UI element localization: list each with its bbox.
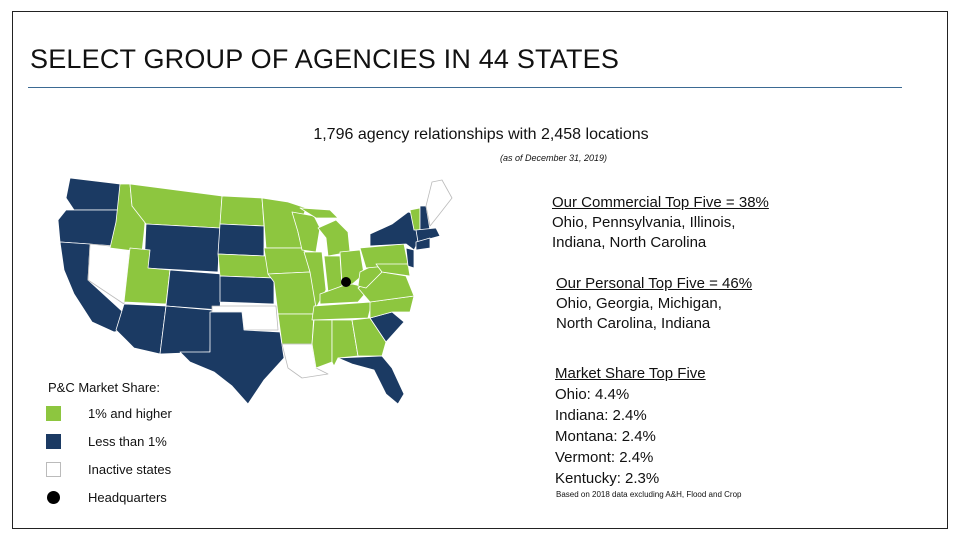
market-share-item: Kentucky: 2.3% — [555, 470, 660, 487]
state-nm — [159, 305, 213, 355]
market-share-heading: Market Share Top Five — [555, 365, 706, 382]
state-md — [375, 263, 411, 277]
headquarters-dot-icon — [47, 491, 60, 504]
market-share-item: Vermont: 2.4% — [555, 449, 654, 466]
personal-line-1: Ohio, Georgia, Michigan, — [556, 295, 722, 312]
legend-label: Less than 1% — [88, 434, 167, 449]
state-mi-upper — [299, 207, 339, 219]
state-co — [165, 269, 223, 311]
state-ma — [415, 227, 441, 243]
state-tx — [179, 311, 285, 405]
agency-headline: 1,796 agency relationships with 2,458 lo… — [313, 126, 649, 143]
commercial-line-2: Indiana, North Carolina — [552, 234, 707, 251]
commercial-top-five: Our Commercial Top Five = 38% Ohio, Penn… — [552, 193, 769, 253]
market-share-item: Montana: 2.4% — [555, 428, 656, 445]
state-sd — [217, 223, 265, 257]
state-fl — [337, 355, 405, 405]
market-share-item: Ohio: 4.4% — [555, 386, 630, 403]
state-tn — [311, 301, 373, 321]
state-ga — [351, 317, 387, 357]
as-of-date: (as of December 31, 2019) — [500, 153, 608, 163]
title-divider — [28, 87, 902, 88]
state-ms — [311, 319, 333, 369]
state-ny — [369, 211, 419, 251]
market-share-item: Indiana: 2.4% — [555, 407, 647, 424]
state-mi — [317, 219, 351, 257]
navy-swatch — [46, 434, 61, 449]
state-ia — [263, 247, 311, 275]
legend-label: Headquarters — [88, 490, 167, 505]
state-ks — [219, 275, 275, 305]
state-wa — [65, 177, 121, 211]
legend-label: 1% and higher — [88, 406, 172, 421]
personal-heading: Our Personal Top Five = 46% — [556, 275, 753, 292]
headquarters-marker — [341, 277, 351, 287]
personal-top-five: Our Personal Top Five = 46% Ohio, Georgi… — [556, 274, 752, 334]
state-or — [57, 209, 121, 247]
state-me — [425, 179, 453, 227]
legend-title: P&C Market Share: — [48, 380, 160, 395]
slide-title: SELECT GROUP OF AGENCIES IN 44 STATES — [30, 44, 620, 74]
commercial-line-1: Ohio, Pennsylvania, Illinois, — [552, 214, 736, 231]
market-share-footnote: Based on 2018 data excluding A&H, Flood … — [556, 490, 742, 499]
state-mt — [129, 183, 223, 229]
green-swatch — [46, 406, 61, 421]
state-nd — [219, 195, 265, 227]
state-ar — [277, 313, 315, 345]
us-states-map — [57, 177, 453, 405]
personal-line-2: North Carolina, Indiana — [556, 315, 711, 332]
legend-label: Inactive states — [88, 462, 172, 477]
state-az — [115, 303, 167, 355]
state-wy — [143, 223, 221, 273]
commercial-heading: Our Commercial Top Five = 38% — [552, 194, 769, 211]
state-nj — [405, 247, 415, 269]
white-swatch — [46, 462, 61, 477]
state-ct — [415, 237, 431, 251]
market-share-top-five: Market Share Top Five Ohio: 4.4% Indiana… — [555, 363, 706, 489]
